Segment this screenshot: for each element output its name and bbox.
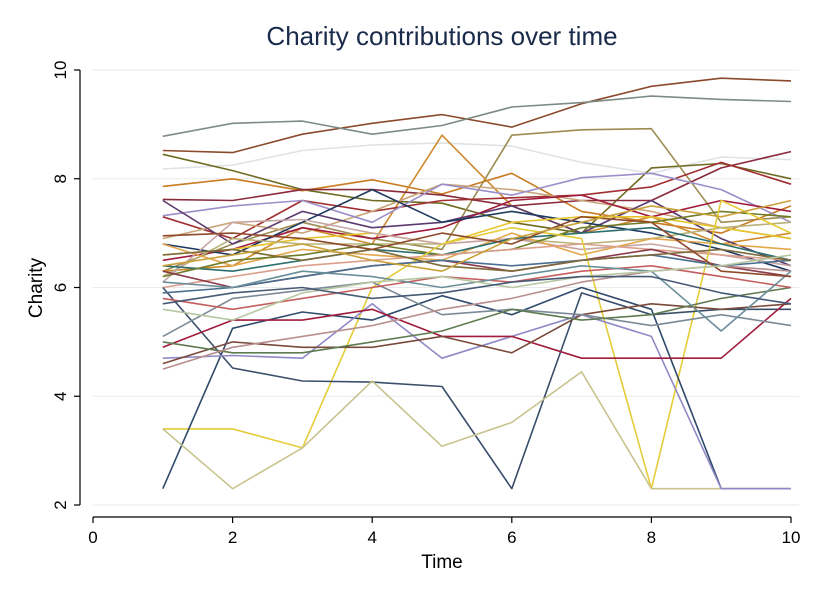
y-tick-label: 6: [51, 283, 70, 292]
y-tick-label: 4: [51, 392, 70, 401]
chart-title: Charity contributions over time: [266, 21, 617, 51]
series-line-27: [162, 302, 791, 490]
series-line-39: [162, 275, 792, 305]
series-line-7: [162, 134, 792, 272]
series-line-5: [162, 127, 792, 272]
y-axis-label: Charity: [26, 257, 47, 318]
series-line-11: [162, 172, 792, 224]
series-line-4: [162, 153, 792, 234]
y-tick-label: 2: [51, 500, 70, 509]
series-line-34: [162, 254, 792, 294]
series-line-38: [162, 254, 792, 321]
x-tick-label: 0: [88, 528, 97, 547]
x-axis-label: Time: [421, 552, 463, 573]
y-tick-label: 8: [51, 174, 70, 183]
x-tick-label: 2: [228, 528, 237, 547]
series-group: [162, 77, 792, 490]
x-tick-label: 4: [367, 528, 376, 547]
series-line-19: [162, 226, 792, 273]
series-line-26: [162, 370, 791, 490]
series-line-15: [162, 216, 792, 256]
series-line-31: [162, 286, 792, 354]
series-line-23: [162, 199, 792, 490]
series-line-2: [162, 95, 792, 138]
x-tick-label: 8: [647, 528, 656, 547]
x-tick-label: 6: [507, 528, 516, 547]
series-line-24: [162, 286, 791, 490]
series-line-32: [162, 264, 792, 311]
ticks: 2 4 6 8 10 0 2 4 6 8 10: [51, 61, 800, 547]
series-line-25: [162, 286, 791, 490]
series-line-3: [162, 142, 792, 175]
series-line-40: [162, 199, 792, 273]
series-line-37: [162, 216, 792, 278]
series-line-35: [162, 248, 792, 273]
series-line-28: [162, 297, 792, 360]
series-line-1: [162, 77, 792, 154]
series-line-8: [162, 150, 792, 207]
x-tick-label: 10: [782, 528, 801, 547]
y-tick-label: 10: [51, 61, 70, 80]
series-line-9: [162, 161, 792, 240]
series-line-6: [162, 172, 792, 234]
series-line-30: [162, 281, 792, 338]
series-line-17: [162, 218, 792, 283]
